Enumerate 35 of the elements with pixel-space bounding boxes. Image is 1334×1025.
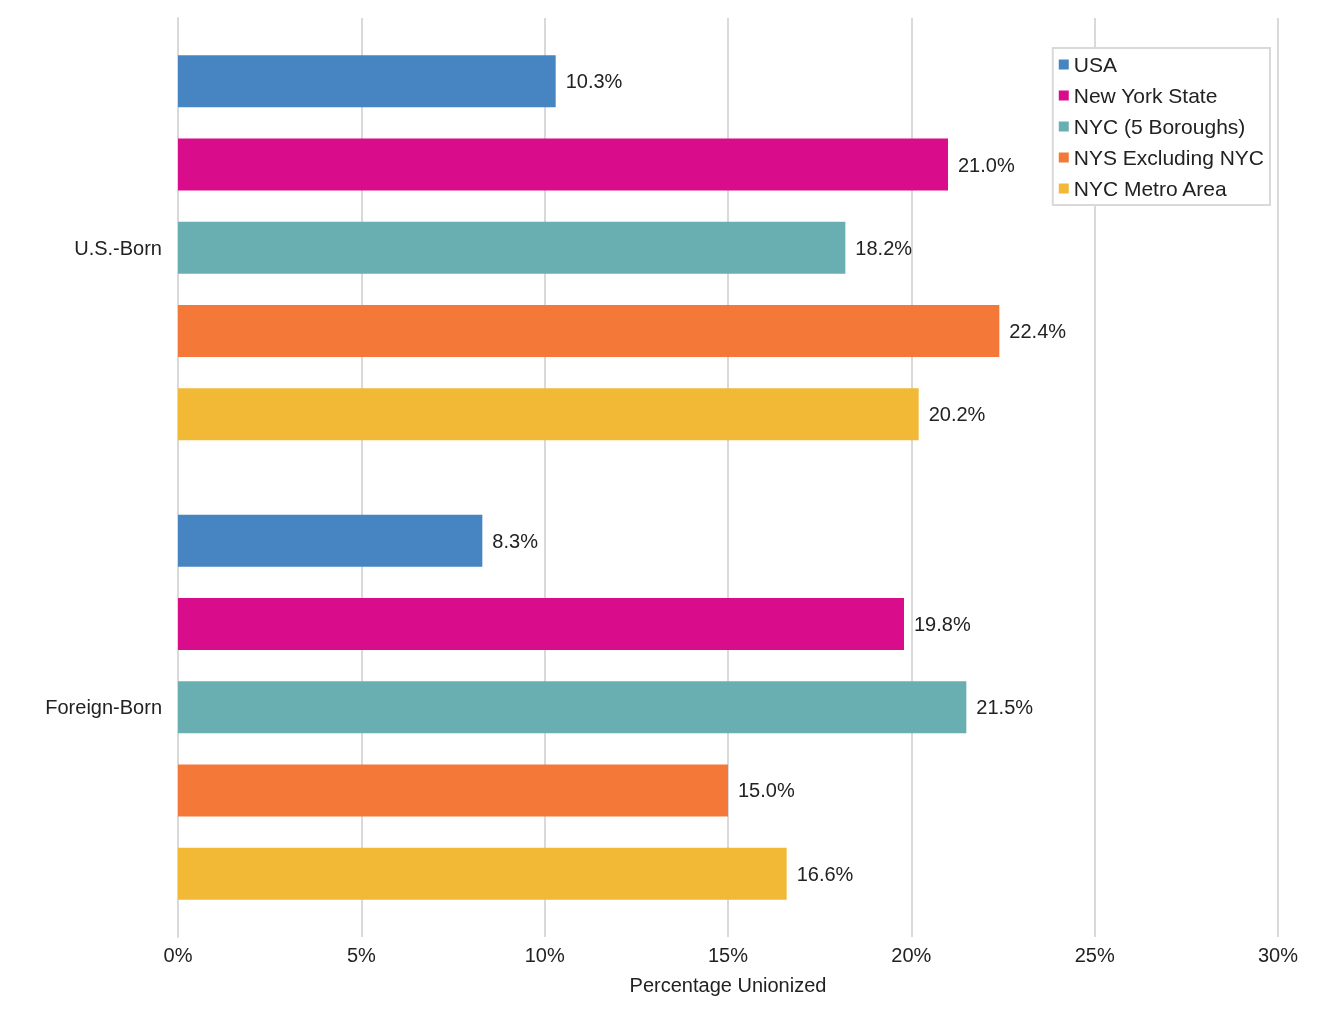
bar xyxy=(178,138,948,191)
x-tick-label: 0% xyxy=(163,944,193,966)
x-tick-label: 20% xyxy=(891,944,932,966)
bar xyxy=(178,847,787,900)
data-label: 22.4% xyxy=(1009,319,1067,342)
x-tick-label: 10% xyxy=(524,944,565,966)
data-label: 21.0% xyxy=(958,153,1015,176)
x-tick-label: 5% xyxy=(346,944,376,966)
legend-label: New York State xyxy=(1073,84,1218,107)
legend-label: NYC (5 Boroughs) xyxy=(1073,115,1246,138)
data-label: 18.2% xyxy=(855,236,913,259)
bar xyxy=(178,221,846,274)
bar xyxy=(178,598,904,651)
bar xyxy=(178,514,483,567)
x-tick-label: 15% xyxy=(707,944,749,966)
legend-label: USA xyxy=(1073,53,1117,76)
bar xyxy=(178,388,919,441)
bar xyxy=(178,304,1000,357)
data-label: 8.3% xyxy=(492,529,539,552)
data-label: 15.0% xyxy=(738,779,795,802)
bar xyxy=(178,764,728,817)
x-axis-title: Percentage Unionized xyxy=(629,974,827,996)
bar xyxy=(178,55,556,108)
x-tick-label: 25% xyxy=(1074,944,1115,966)
y-tick-label: Foreign-Born xyxy=(45,696,162,719)
data-label: 10.3% xyxy=(565,70,623,93)
data-label: 16.6% xyxy=(796,862,854,885)
data-label: 20.2% xyxy=(928,403,986,426)
y-tick-label: U.S.-Born xyxy=(74,236,162,259)
bar xyxy=(178,681,967,734)
legend-label: NYS Excluding NYC xyxy=(1073,146,1265,169)
data-label: 19.8% xyxy=(914,613,971,636)
legend-label: NYC Metro Area xyxy=(1073,177,1227,200)
data-label: 21.5% xyxy=(976,696,1034,719)
x-tick-label: 30% xyxy=(1257,944,1299,966)
